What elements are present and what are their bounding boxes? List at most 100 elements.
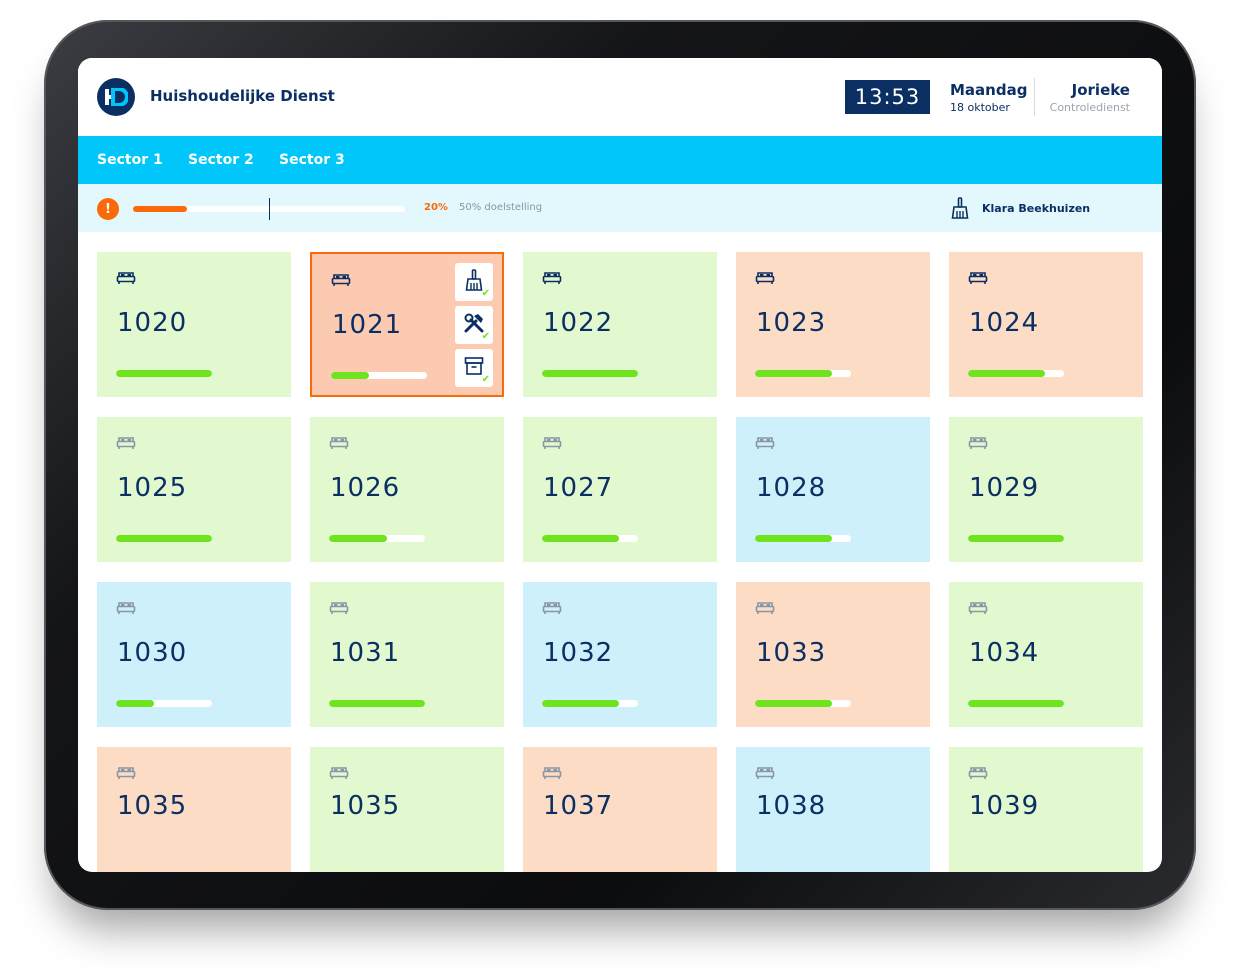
room-card-1035[interactable]: 1035: [97, 747, 291, 872]
room-card-1037[interactable]: 1037: [523, 747, 717, 872]
room-progress-fill: [116, 370, 212, 377]
current-date: 18 oktober: [950, 101, 1010, 114]
room-progress-bar: [755, 700, 851, 707]
room-progress-fill: [329, 535, 387, 542]
room-number: 1028: [756, 473, 827, 503]
room-number: 1039: [969, 791, 1040, 821]
room-progress-fill: [542, 370, 638, 377]
room-card-1023[interactable]: 1023: [736, 252, 930, 397]
tab-sector-2[interactable]: Sector 2: [188, 152, 254, 168]
room-number: 1030: [117, 638, 188, 668]
room-card-1029[interactable]: 1029: [949, 417, 1143, 562]
room-number: 1037: [543, 791, 614, 821]
room-progress-fill: [968, 535, 1064, 542]
room-progress-fill: [116, 535, 212, 542]
room-number: 1038: [756, 791, 827, 821]
room-card-1031[interactable]: 1031: [310, 582, 504, 727]
bed-icon: [329, 765, 349, 784]
app-screen: Huishoudelijke Dienst 13:53 Maandag 18 o…: [78, 58, 1162, 872]
bed-icon: [542, 435, 562, 454]
tab-sector-3[interactable]: Sector 3: [279, 152, 345, 168]
room-card-1034[interactable]: 1034: [949, 582, 1143, 727]
app-title: Huishoudelijke Dienst: [150, 87, 335, 105]
room-progress-bar: [755, 370, 851, 377]
bed-icon: [329, 600, 349, 619]
room-card-1032[interactable]: 1032: [523, 582, 717, 727]
room-card-1038[interactable]: 1038: [736, 747, 930, 872]
room-progress-bar: [116, 535, 212, 542]
room-number: 1035: [330, 791, 401, 821]
user-name[interactable]: Jorieke: [1071, 81, 1130, 99]
room-progress-bar: [968, 700, 1064, 707]
room-task-actions: ✔ ✔ ✔: [455, 263, 493, 392]
bed-icon: [116, 435, 136, 454]
room-progress-fill: [755, 535, 832, 542]
room-progress-bar: [331, 372, 427, 379]
room-progress-bar: [968, 370, 1064, 377]
header-divider: [1034, 78, 1035, 116]
room-progress-fill: [542, 700, 619, 707]
room-progress-bar: [542, 370, 638, 377]
broom-task-button[interactable]: ✔: [455, 263, 493, 301]
bed-icon: [542, 600, 562, 619]
room-card-1026[interactable]: 1026: [310, 417, 504, 562]
current-day: Maandag: [950, 81, 1028, 99]
room-card-1027[interactable]: 1027: [523, 417, 717, 562]
room-card-1024[interactable]: 1024: [949, 252, 1143, 397]
goal-label: 50% doelstelling: [459, 202, 543, 213]
room-progress-bar: [755, 535, 851, 542]
room-card-1033[interactable]: 1033: [736, 582, 930, 727]
room-number: 1025: [117, 473, 188, 503]
archive-task-button[interactable]: ✔: [455, 349, 493, 387]
room-card-1035[interactable]: 1035: [310, 747, 504, 872]
broom-icon: [951, 197, 969, 219]
room-progress-fill: [968, 370, 1045, 377]
room-progress-bar: [116, 700, 212, 707]
user-role: Controledienst: [1049, 101, 1130, 114]
room-number: 1031: [330, 638, 401, 668]
bed-icon: [968, 435, 988, 454]
bed-icon: [755, 765, 775, 784]
tab-sector-1[interactable]: Sector 1: [97, 152, 163, 168]
room-number: 1034: [969, 638, 1040, 668]
room-number: 1029: [969, 473, 1040, 503]
room-card-1025[interactable]: 1025: [97, 417, 291, 562]
bed-icon: [755, 270, 775, 289]
room-number: 1021: [332, 310, 403, 340]
room-card-1028[interactable]: 1028: [736, 417, 930, 562]
room-card-1022[interactable]: 1022: [523, 252, 717, 397]
room-number: 1026: [330, 473, 401, 503]
room-progress-fill: [331, 372, 370, 379]
room-number: 1035: [117, 791, 188, 821]
room-card-1039[interactable]: 1039: [949, 747, 1143, 872]
bed-icon: [968, 765, 988, 784]
room-progress-bar: [542, 535, 638, 542]
progress-status-bar: ! 20% 50% doelstelling Klara Beekhuizen: [78, 184, 1162, 232]
room-progress-bar: [116, 370, 212, 377]
room-progress-bar: [542, 700, 638, 707]
room-number: 1024: [969, 308, 1040, 338]
goal-marker: [269, 198, 270, 220]
room-card-1021[interactable]: 1021 ✔ ✔ ✔: [310, 252, 504, 397]
room-card-1020[interactable]: 1020: [97, 252, 291, 397]
progress-percent: 20%: [424, 202, 448, 213]
bed-icon: [755, 435, 775, 454]
logo[interactable]: [97, 78, 135, 116]
alert-icon[interactable]: !: [97, 198, 119, 220]
room-progress-fill: [755, 700, 832, 707]
room-progress-bar: [329, 700, 425, 707]
room-number: 1032: [543, 638, 614, 668]
room-progress-fill: [116, 700, 155, 707]
check-icon: ✔: [481, 374, 490, 385]
room-card-1030[interactable]: 1030: [97, 582, 291, 727]
cleaner-name[interactable]: Klara Beekhuizen: [982, 202, 1091, 215]
overall-progress-fill: [133, 206, 188, 212]
sector-tabs: Sector 1 Sector 2 Sector 3: [78, 136, 1162, 184]
archive-icon: [464, 356, 484, 380]
tools-task-button[interactable]: ✔: [455, 306, 493, 344]
room-progress-fill: [755, 370, 832, 377]
app-header: Huishoudelijke Dienst 13:53 Maandag 18 o…: [78, 58, 1162, 136]
bed-icon: [116, 270, 136, 289]
tools-icon: [463, 312, 485, 338]
room-progress-bar: [329, 535, 425, 542]
